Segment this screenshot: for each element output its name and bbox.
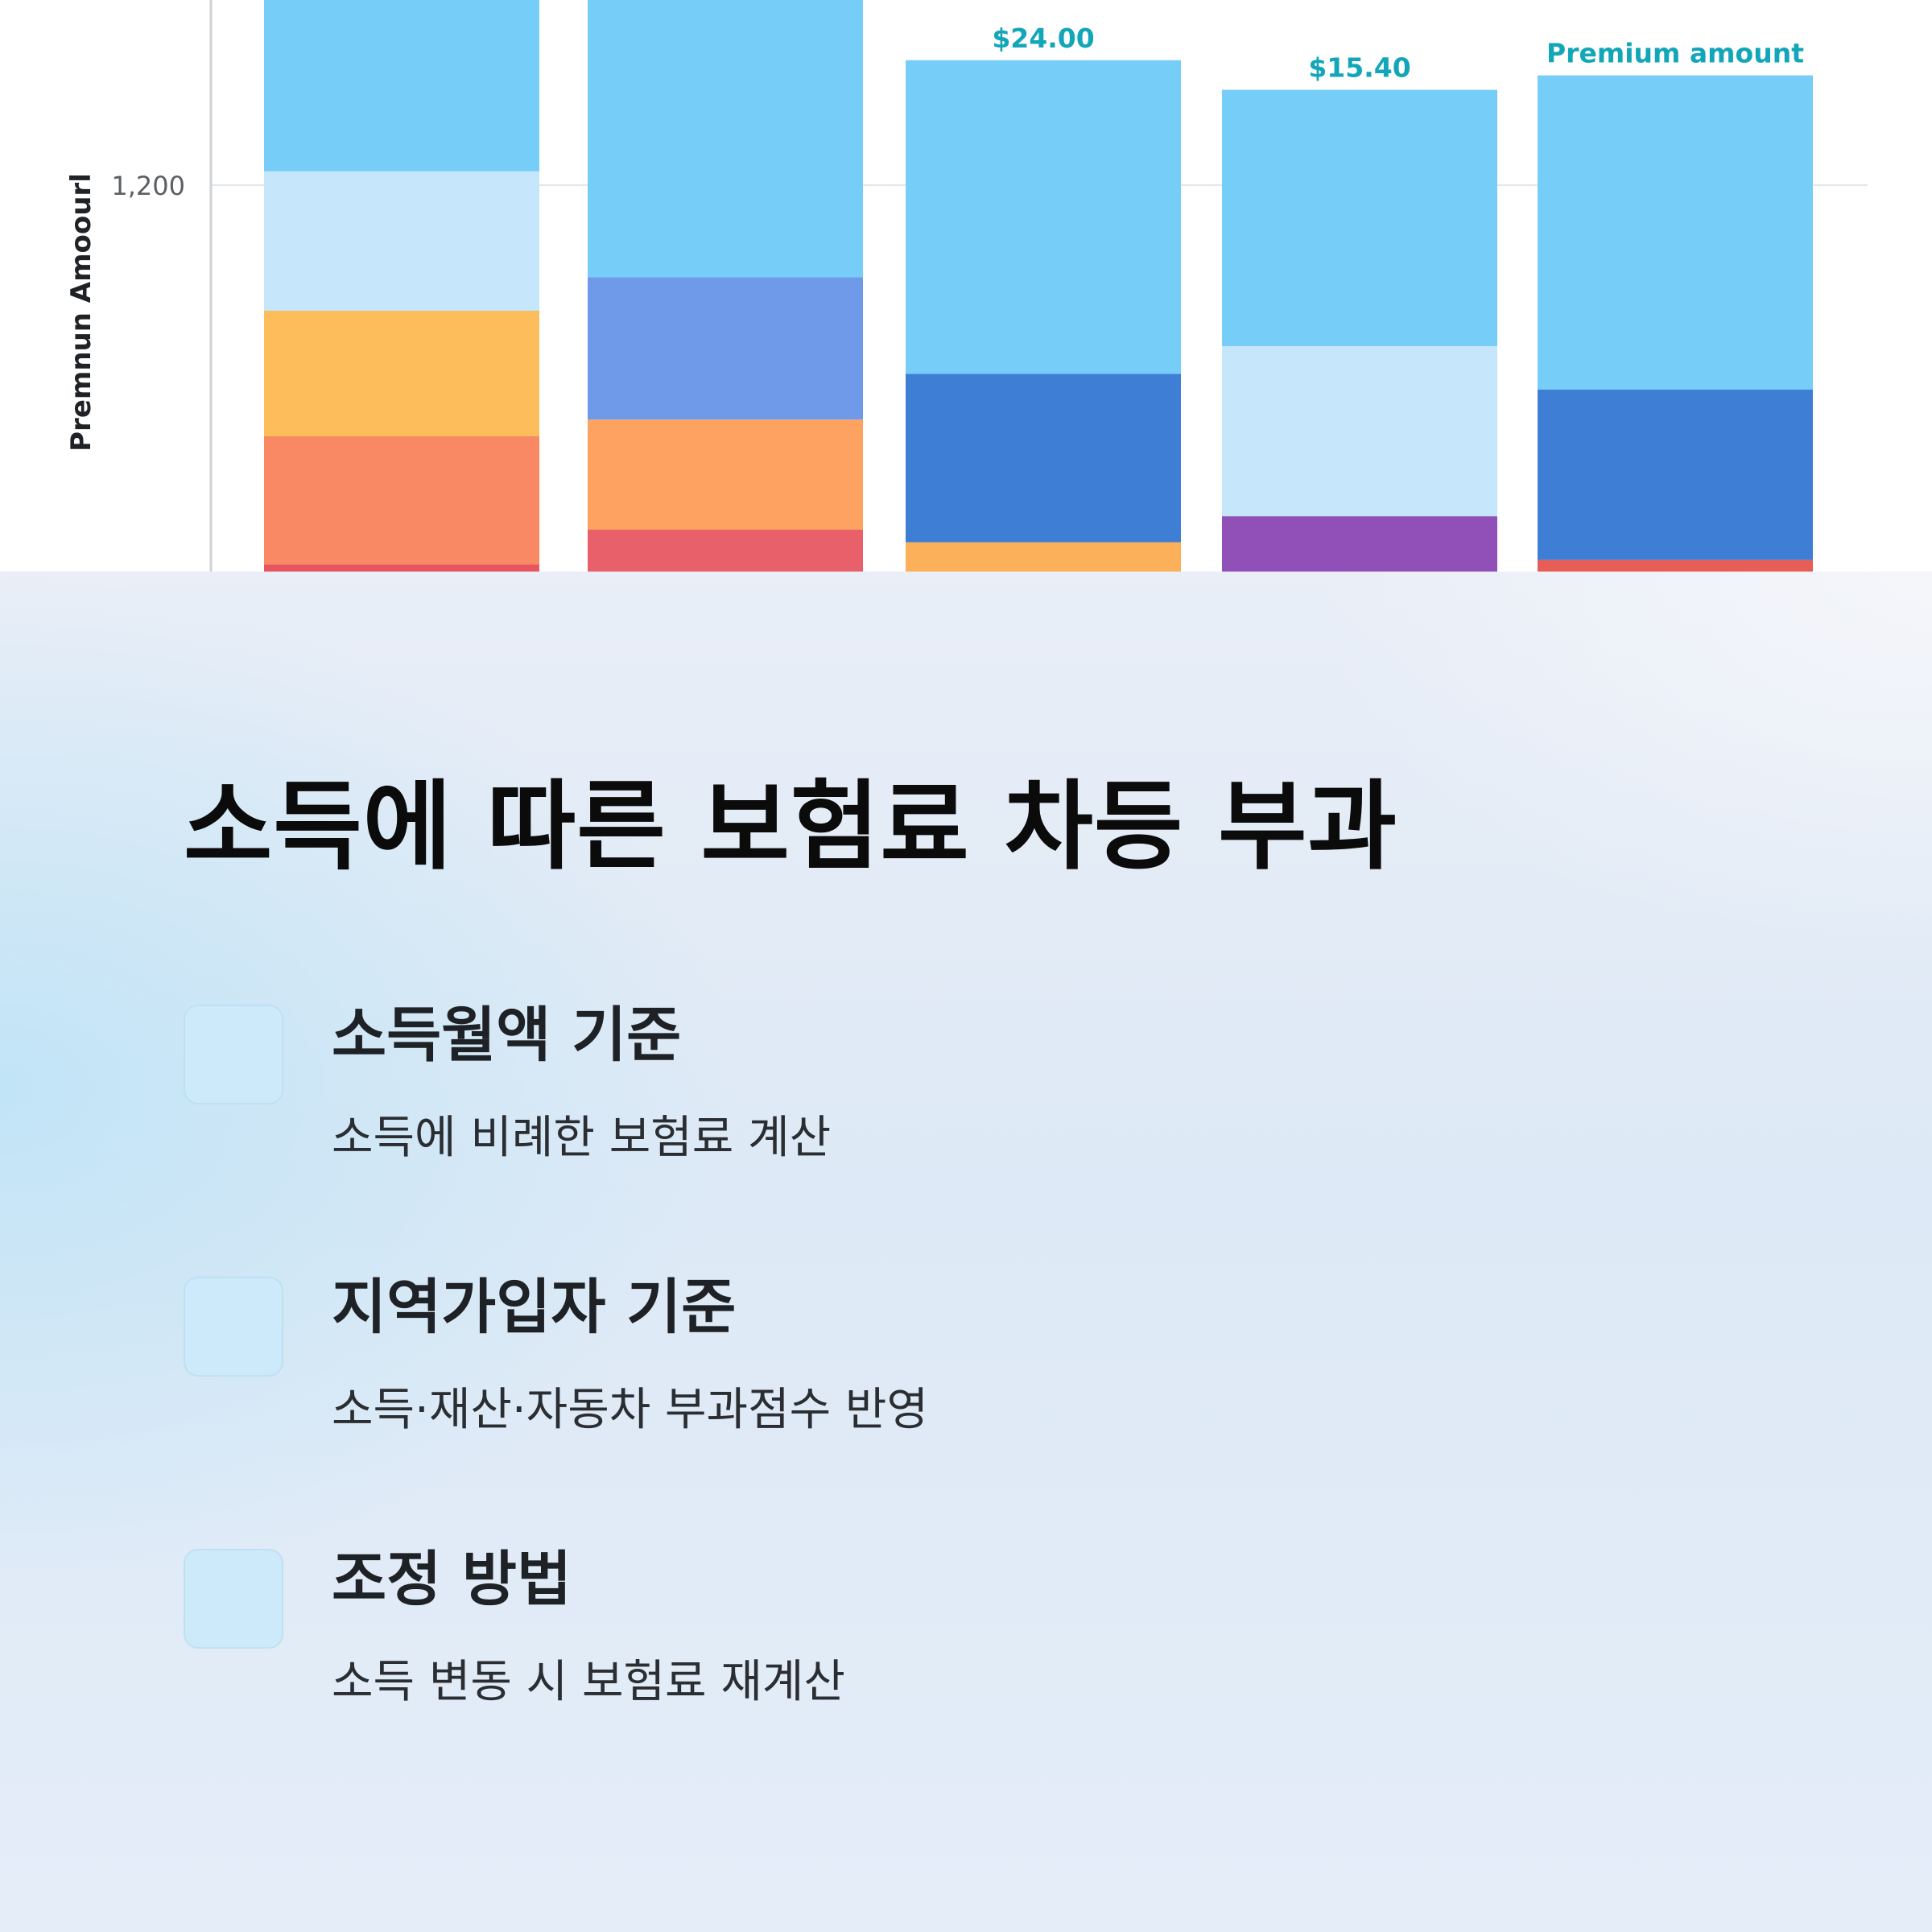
bar-stack bbox=[1222, 89, 1497, 572]
feature-icon bbox=[184, 1005, 283, 1104]
y-axis-label: Premnun Amoourl bbox=[65, 173, 97, 452]
bar-segment bbox=[588, 277, 863, 420]
bar-segment bbox=[264, 0, 539, 171]
bar-stack bbox=[588, 0, 863, 572]
bar-segment bbox=[906, 374, 1181, 543]
bar-value-label: Premium amount bbox=[1546, 38, 1804, 69]
bar-segment bbox=[588, 0, 863, 278]
feature-item-income-monthly: 소득월액 기준 소득에 비례한 보험료 계산 bbox=[184, 1001, 1713, 1198]
bar-segment bbox=[906, 542, 1181, 572]
premium-chart: 1,200 Premnun Amoourl $24.00 $15.40 Premium … bbox=[0, 0, 1932, 572]
page-title: 소득에 따른 보험료 차등 부과 bbox=[184, 771, 1397, 883]
feature-item-adjustment-method: 조정 방법 소득 변동 시 보험료 재계산 bbox=[184, 1545, 1713, 1742]
feature-description: 소득에 비례한 보험료 계산 bbox=[332, 1112, 832, 1164]
stacked-bar-chart: 1,200 Premnun Amoourl $24.00 $15.40 Premium … bbox=[65, 0, 1868, 572]
bar-value-label: $15.40 bbox=[1308, 52, 1410, 84]
bar-segment bbox=[1538, 75, 1813, 390]
feature-item-regional-subscriber: 지역가입자 기준 소득·재산·자동차 부과점수 반영 bbox=[184, 1273, 1713, 1470]
bar-stack bbox=[264, 0, 539, 572]
bar-segment bbox=[264, 171, 539, 311]
feature-heading: 지역가입자 기준 bbox=[332, 1273, 737, 1342]
feature-description: 소득·재산·자동차 부과점수 반영 bbox=[332, 1384, 928, 1436]
info-panel: 소득에 따른 보험료 차등 부과 소득월액 기준 소득에 비례한 보험료 계산 … bbox=[0, 572, 1932, 1932]
bar-segment bbox=[588, 419, 863, 530]
bar-segment bbox=[1538, 390, 1813, 560]
bar-value-label: $24.00 bbox=[992, 23, 1094, 54]
feature-icon bbox=[184, 1549, 283, 1649]
bar-segment bbox=[264, 311, 539, 436]
y-tick-label: 1,200 bbox=[111, 171, 185, 201]
feature-description: 소득 변동 시 보험료 재계산 bbox=[332, 1656, 845, 1708]
feature-icon bbox=[184, 1277, 283, 1377]
bar-segment bbox=[906, 60, 1181, 374]
feature-heading: 조정 방법 bbox=[332, 1545, 572, 1614]
feature-heading: 소득월액 기준 bbox=[332, 1001, 682, 1070]
bar-segment bbox=[264, 436, 539, 565]
bar-segment bbox=[264, 564, 539, 572]
bar-segment bbox=[1538, 559, 1813, 572]
bar-segment bbox=[1222, 346, 1497, 517]
bar-stack bbox=[906, 60, 1181, 572]
bar-stack bbox=[1538, 75, 1813, 572]
bar-segment bbox=[588, 530, 863, 572]
bar-segment bbox=[1222, 516, 1497, 572]
bar-segment bbox=[1222, 89, 1497, 346]
